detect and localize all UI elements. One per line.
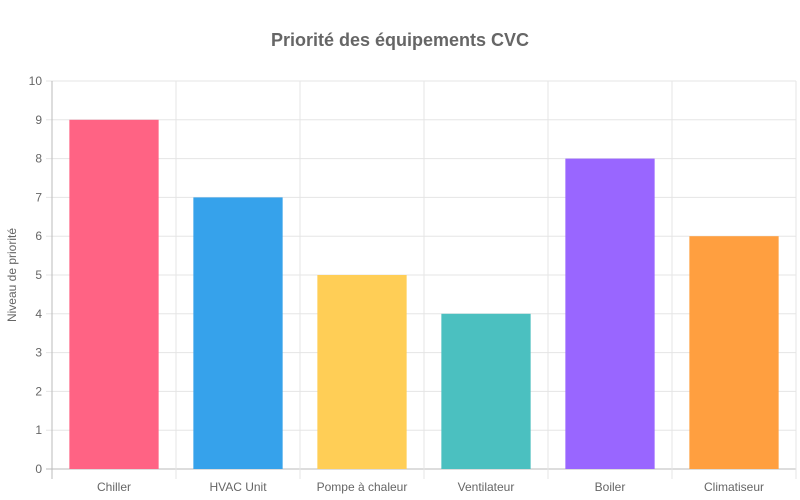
y-tick-label: 1 (35, 423, 42, 437)
bar[interactable] (69, 119, 159, 470)
y-tick-label: 8 (35, 152, 42, 166)
y-tick-label: 2 (35, 384, 42, 398)
x-tick-label: Pompe à chaleur (317, 480, 408, 494)
x-tick-label: HVAC Unit (209, 480, 267, 494)
x-tick-label: Ventilateur (458, 480, 515, 494)
bar[interactable] (441, 313, 531, 469)
y-tick-label: 9 (35, 113, 42, 127)
bar[interactable] (689, 236, 779, 469)
y-tick-label: 4 (35, 307, 42, 321)
x-tick-label: Climatiseur (704, 480, 764, 494)
y-tick-label: 6 (35, 229, 42, 243)
bar[interactable] (317, 275, 407, 469)
y-tick-label: 7 (35, 190, 42, 204)
chart-title: Priorité des équipements CVC (270, 30, 530, 50)
x-tick-label: Chiller (97, 480, 131, 494)
y-tick-label: 0 (35, 462, 42, 476)
y-tick-label: 5 (35, 268, 42, 282)
bar[interactable] (565, 158, 655, 469)
y-tick-label: 3 (35, 346, 42, 360)
y-tick-label: 10 (29, 74, 43, 88)
bar[interactable] (193, 197, 283, 469)
x-tick-label: Boiler (595, 480, 626, 494)
